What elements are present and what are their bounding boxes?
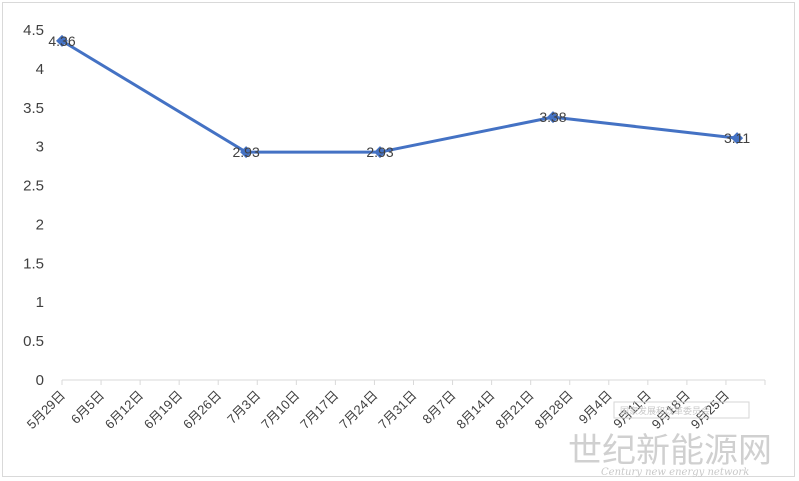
data-point-marker [240,146,253,159]
data-label: 4.36 [48,33,75,49]
y-tick-label: 1 [36,294,44,311]
x-tick-label: 7月24日 [336,388,380,432]
x-tick-label: 6月19日 [141,388,185,432]
x-tick-label: 7月31日 [375,388,419,432]
data-point-marker [547,111,559,124]
x-tick-label: 8月14日 [453,388,497,432]
y-tick-label: 0.5 [23,333,44,350]
x-tick-label: 8月21日 [492,388,536,432]
x-tick-label: 9月4日 [576,388,615,427]
x-tick-label: 7月17日 [297,388,341,432]
data-label: 3.11 [724,130,750,146]
series-line [61,39,738,154]
watermark: 国家发展和改革委员会 世纪新能源网 Century new energy net… [568,401,772,478]
data-point-marker [56,34,68,47]
watermark-english: Century new energy network [601,467,749,478]
data-point-marker [731,132,744,145]
data-series: 4.36 2.93 2.93 3.38 3.11 [48,33,750,160]
y-tick-label: 1.5 [23,255,44,272]
data-point-marker [374,146,386,159]
y-tick-label: 4.5 [23,22,44,39]
y-tick-label: 3.5 [23,100,44,117]
x-tick-label: 5月29日 [24,388,68,432]
data-label: 2.93 [232,144,259,160]
y-tick-label: 2 [36,216,44,233]
y-tick-label: 3 [36,139,44,156]
y-axis-tick-labels: 0 0.5 1 1.5 2 2.5 3 3.5 4 4.5 [23,22,44,389]
x-tick-label: 7月10日 [258,388,302,432]
y-tick-label: 0 [36,372,44,389]
y-tick-label: 4 [36,61,44,78]
x-tick-label: 8月28日 [532,388,576,432]
x-tick-label: 6月12日 [102,388,146,432]
watermark-box [613,401,750,419]
data-label: 3.38 [539,109,566,125]
watermark-main: 世纪新能源网 [568,431,772,471]
y-tick-label: 2.5 [23,178,44,195]
watermark-top-line: 国家发展和改革委员会 [620,405,710,416]
x-tick-label: 6月26日 [180,388,224,432]
data-label: 2.93 [366,144,393,160]
